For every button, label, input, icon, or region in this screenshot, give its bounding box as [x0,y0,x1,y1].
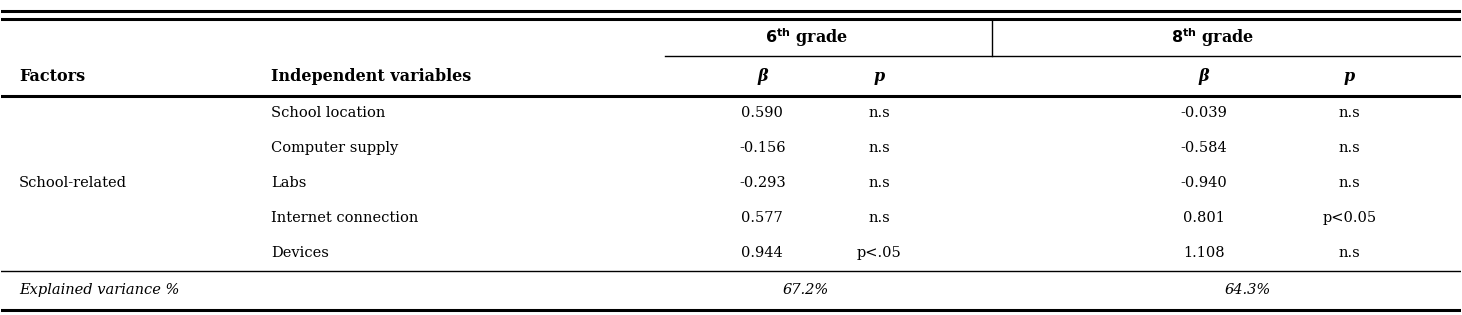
Text: β: β [1199,68,1209,85]
Text: 0.577: 0.577 [741,211,784,225]
Text: p: p [873,68,885,85]
Text: 64.3%: 64.3% [1225,283,1270,297]
Text: p<.05: p<.05 [857,246,902,260]
Text: Factors: Factors [19,68,85,85]
Text: -0.584: -0.584 [1180,141,1227,155]
Text: Devices: Devices [272,246,329,260]
Text: Internet connection: Internet connection [272,211,418,225]
Text: n.s: n.s [868,176,890,190]
Text: -0.293: -0.293 [738,176,785,190]
Text: School-related: School-related [19,176,127,190]
Text: Explained variance %: Explained variance % [19,283,180,297]
Text: p: p [1344,68,1355,85]
Text: Labs: Labs [272,176,307,190]
Text: 0.944: 0.944 [741,246,784,260]
Text: Independent variables: Independent variables [272,68,472,85]
Text: Computer supply: Computer supply [272,141,399,155]
Text: p<0.05: p<0.05 [1323,211,1377,225]
Text: n.s: n.s [868,141,890,155]
Text: -0.940: -0.940 [1180,176,1227,190]
Text: n.s: n.s [1339,141,1361,155]
Text: -0.039: -0.039 [1180,106,1227,120]
Text: 1.108: 1.108 [1183,246,1225,260]
Text: n.s: n.s [868,211,890,225]
Text: n.s: n.s [1339,246,1361,260]
Text: 67.2%: 67.2% [784,283,829,297]
Text: n.s: n.s [1339,176,1361,190]
Text: n.s: n.s [868,106,890,120]
Text: -0.156: -0.156 [740,141,785,155]
Text: $\mathbf{8}^{\mathbf{th}}$ grade: $\mathbf{8}^{\mathbf{th}}$ grade [1171,26,1254,49]
Text: n.s: n.s [1339,106,1361,120]
Text: β: β [757,68,768,85]
Text: School location: School location [272,106,386,120]
Text: 0.590: 0.590 [741,106,784,120]
Text: $\mathbf{6}^{\mathbf{th}}$ grade: $\mathbf{6}^{\mathbf{th}}$ grade [765,26,848,49]
Text: 0.801: 0.801 [1183,211,1225,225]
